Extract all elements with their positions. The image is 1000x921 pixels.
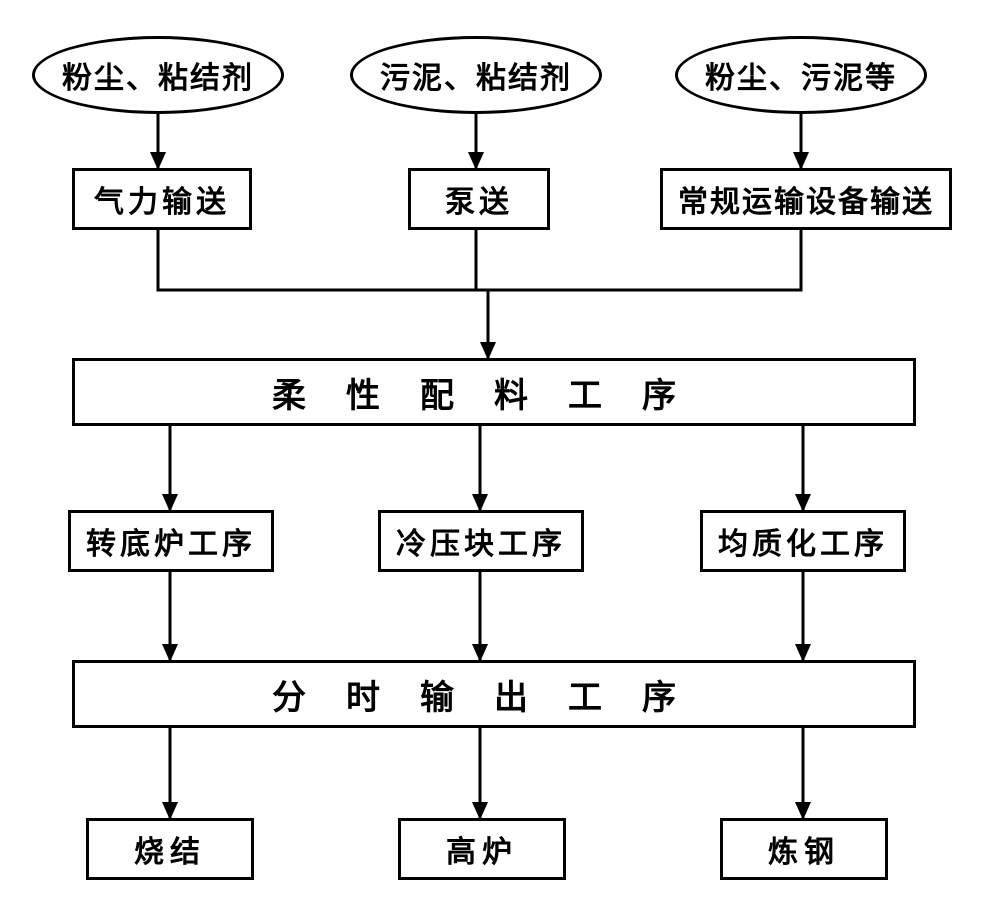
flowchart-arrows [0,0,1000,921]
